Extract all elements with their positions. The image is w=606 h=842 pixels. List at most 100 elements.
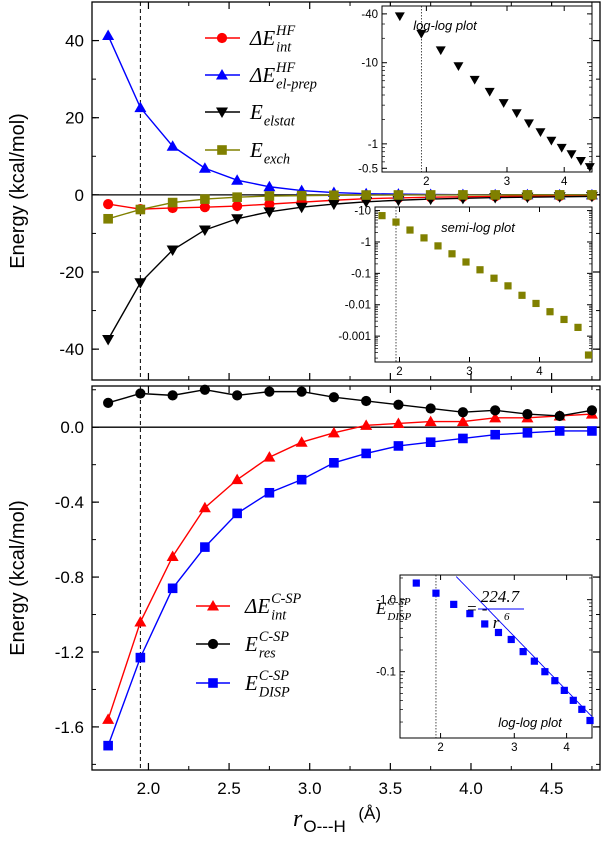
inset-y-tick-label: -10 — [354, 206, 371, 218]
data-point — [490, 429, 500, 440]
x-tick-label: 4.0 — [459, 779, 483, 798]
y-tick-label: -1.6 — [55, 718, 84, 737]
legend-label-prep: ΔE — [249, 63, 275, 87]
data-point — [329, 190, 339, 201]
inset-data-point — [575, 156, 586, 166]
data-point — [102, 335, 115, 346]
formula-lhs-sub: DISP — [386, 611, 411, 623]
data-point — [456, 415, 469, 427]
data-point — [135, 204, 146, 215]
series-line — [107, 413, 592, 720]
fit-formula: E C-SP DISP = -224.7 r 6 — [375, 587, 524, 632]
data-point — [329, 458, 339, 468]
formula-denominator: r — [493, 613, 500, 632]
inset-data-point — [584, 351, 593, 359]
formula-numerator: 224.7 — [481, 587, 521, 606]
inset-data-point — [546, 136, 557, 146]
series-line — [107, 195, 592, 340]
inset-data-point — [476, 266, 484, 274]
data-point — [167, 197, 178, 208]
data-point — [232, 200, 243, 212]
inset-data-point — [586, 716, 594, 725]
inset-data-point — [560, 315, 568, 324]
y-tick-label: -0.8 — [55, 568, 84, 587]
series-res — [103, 384, 598, 422]
data-point — [264, 199, 275, 210]
data-point — [327, 426, 340, 438]
inset-y-tick-label: -40 — [361, 9, 378, 21]
inset-data-point — [453, 62, 464, 72]
inset-x-tick-label: 4 — [536, 366, 543, 378]
legend-label-disp: E — [244, 671, 258, 695]
inset-data-point — [462, 258, 470, 266]
data-point — [166, 245, 179, 257]
inset-x-tick-label: 4 — [561, 176, 568, 188]
legend-marker — [207, 600, 219, 611]
data-point — [166, 550, 179, 561]
inset-top_inset_semilog: 2 3 4 -0.001 -0.01 -0.1 -1 -10 semi-log plot — [338, 206, 593, 378]
data-point — [263, 180, 276, 192]
inset-data-point — [584, 163, 595, 172]
y-tick-label: 0.0 — [60, 418, 84, 437]
data-point — [295, 202, 308, 214]
plot-frame — [91, 385, 601, 771]
inset-data-point — [569, 696, 577, 704]
data-point — [232, 508, 242, 519]
y-tick-label: 20 — [65, 109, 84, 128]
legend-label-int-sub: int — [271, 607, 287, 623]
data-point — [264, 386, 275, 397]
data-point — [296, 474, 307, 485]
inset-data-point — [530, 657, 538, 665]
series-line — [107, 430, 592, 746]
data-point — [425, 403, 436, 414]
x-axis-label-unit: (Å) — [358, 804, 381, 823]
data-point — [167, 390, 178, 401]
formula-equals: = - — [466, 599, 488, 618]
inset-annotation: log-log plot — [413, 18, 478, 33]
inset-data-point — [490, 274, 498, 282]
legend-marker — [216, 69, 228, 80]
x-axis-label: r — [293, 806, 303, 832]
data-point — [134, 616, 147, 627]
series-disp — [103, 426, 597, 751]
inset-data-point — [546, 308, 554, 316]
legend-marker — [216, 107, 228, 118]
data-point — [199, 202, 210, 213]
data-point — [200, 194, 210, 204]
data-point — [587, 426, 597, 436]
inset-x-tick-label: 2 — [437, 742, 443, 754]
y-tick-label: 40 — [65, 32, 84, 51]
legend-label-res-sub: res — [259, 645, 276, 661]
data-point — [198, 501, 211, 513]
data-point — [296, 190, 307, 201]
y-tick-label: -0.4 — [55, 493, 84, 512]
legend-label-int: ΔE — [244, 594, 270, 618]
inset-x-tick-label: 3 — [466, 366, 472, 378]
data-point — [263, 451, 276, 462]
legend-label-hf: ΔE — [249, 26, 275, 50]
legend-label-exch: E — [249, 138, 263, 162]
data-point — [327, 199, 340, 211]
data-point — [198, 225, 211, 236]
inset-data-point — [498, 99, 509, 108]
data-point — [522, 190, 533, 200]
inset-data-point — [560, 686, 568, 694]
data-point — [264, 191, 275, 201]
data-point — [458, 190, 468, 200]
data-point — [296, 386, 307, 397]
inset-data-point — [469, 75, 480, 85]
inset-y-tick-label: -0.1 — [376, 667, 396, 679]
legend-marker — [217, 145, 227, 155]
data-point — [360, 419, 373, 430]
data-point — [264, 487, 275, 498]
inset-data-point — [511, 109, 522, 119]
formula-lhs-sup: C-SP — [387, 596, 411, 608]
data-point — [102, 713, 115, 724]
inset-data-point — [378, 212, 386, 220]
data-point — [232, 192, 242, 202]
data-point — [392, 417, 405, 428]
inset-y-tick-label: -1 — [368, 139, 378, 151]
inset-data-point — [535, 128, 546, 138]
legend-label-disp-sup: C-SP — [259, 668, 289, 684]
